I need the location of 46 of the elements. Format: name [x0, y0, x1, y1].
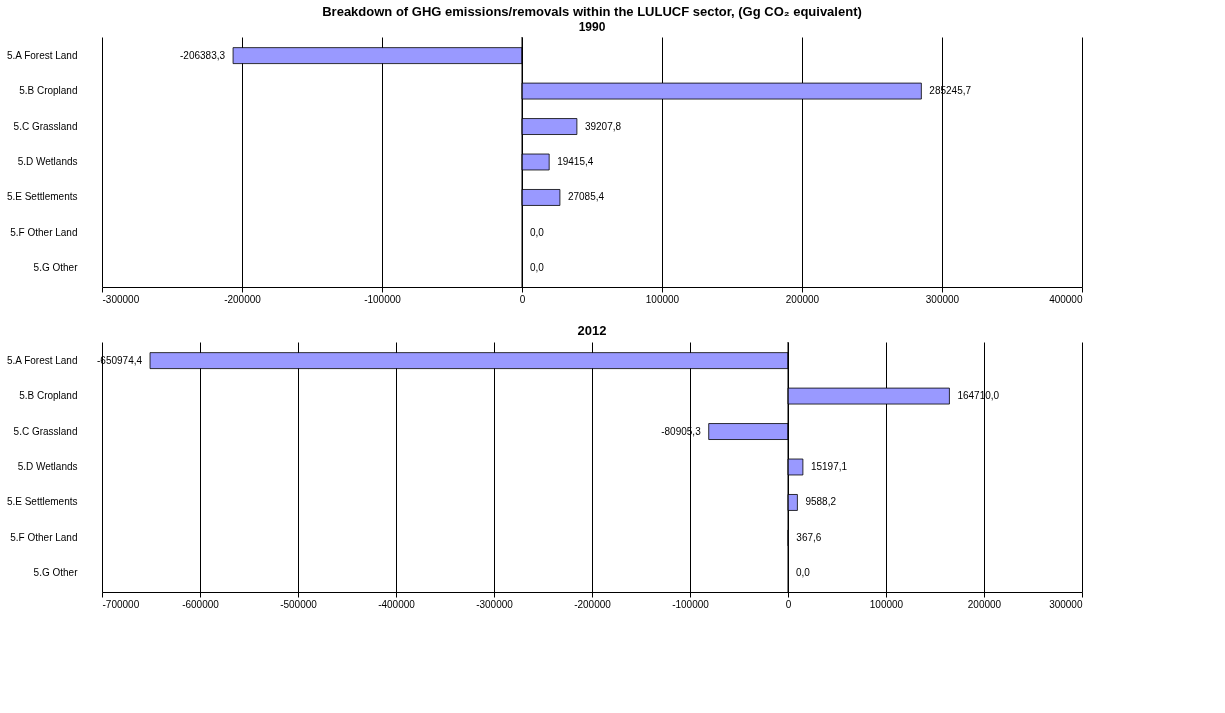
x-tick-label: -100000 — [672, 598, 710, 610]
x-tick-label: -700000 — [102, 598, 140, 610]
y-tick-label: 5.F Other Land — [10, 531, 78, 543]
data-label: 0,0 — [530, 226, 545, 238]
x-tick-label: -600000 — [182, 598, 220, 610]
y-tick-label: 5.D Wetlands — [17, 461, 78, 472]
x-tick-label: 300000 — [925, 293, 960, 305]
x-tick-label: -500000 — [280, 598, 318, 610]
data-label: 39207,8 — [584, 120, 622, 132]
y-tick-label: 5.D Wetlands — [17, 156, 78, 167]
data-label: 0,0 — [796, 567, 811, 579]
x-tick-label: -200000 — [574, 598, 612, 610]
data-label: 9588,2 — [805, 496, 837, 508]
y-tick-label: 5.B Cropland — [19, 85, 78, 97]
x-tick-label: 0 — [785, 598, 792, 610]
y-tick-label: 5.F Other Land — [10, 226, 78, 238]
data-label: 15197,1 — [810, 461, 848, 472]
y-tick-label: 5.C Grassland — [13, 425, 78, 437]
x-tick-label: -100000 — [364, 293, 402, 305]
x-tick-label: 200000 — [785, 293, 820, 305]
chart-title: Breakdown of GHG emissions/removals within the LULUCF sector, (Gg CO₂ equivalent) — [322, 3, 862, 19]
data-label: 19415,4 — [557, 156, 594, 167]
x-tick-label: 0 — [519, 293, 526, 305]
x-tick-label: 100000 — [645, 293, 680, 305]
x-tick-label: -200000 — [224, 293, 262, 305]
x-tick-label: -400000 — [378, 598, 416, 610]
x-tick-label: 100000 — [869, 598, 904, 610]
data-label: 367,6 — [796, 531, 822, 543]
data-label: 0,0 — [530, 262, 545, 274]
x-tick-label: 200000 — [967, 598, 1002, 610]
y-tick-label: 5.E Settlements — [6, 191, 78, 203]
y-tick-label: 5.G Other — [33, 262, 79, 274]
x-tick-label: 300000 — [1049, 598, 1083, 610]
y-tick-label: 5.C Grassland — [13, 120, 78, 132]
chart-subtitle: 1990 — [578, 19, 606, 34]
y-tick-label: 5.G Other — [33, 567, 79, 579]
x-tick-label: -300000 — [476, 598, 514, 610]
y-tick-label: 5.E Settlements — [6, 496, 78, 508]
x-tick-label: 400000 — [1049, 293, 1083, 305]
y-tick-label: 5.A Forest Land — [6, 354, 78, 366]
data-label: 27085,4 — [567, 191, 605, 203]
chart-title: 2012 — [577, 322, 607, 338]
data-label: -206383,3 — [180, 49, 226, 61]
y-tick-label: 5.B Cropland — [19, 390, 78, 402]
y-tick-label: 5.A Forest Land — [6, 49, 78, 61]
x-tick-label: -300000 — [102, 293, 140, 305]
